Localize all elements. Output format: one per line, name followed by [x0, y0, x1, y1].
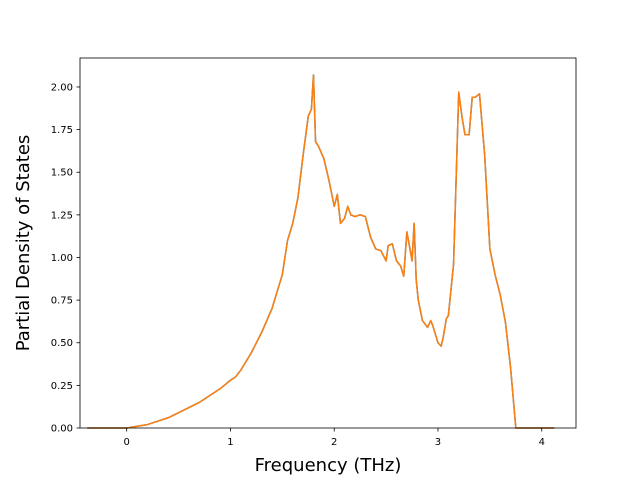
x-tick-label: 1 [227, 437, 233, 448]
y-tick-label: 2.00 [51, 82, 73, 93]
x-tick-label: 4 [539, 437, 545, 448]
y-tick-label: 0.50 [51, 338, 73, 349]
y-tick-label: 1.50 [51, 168, 73, 179]
series-layer [87, 74, 555, 429]
x-axis-ticks: 0 1 2 3 4 [124, 428, 545, 448]
y-tick-label: 1.25 [51, 210, 73, 221]
series-line-2 [87, 74, 555, 429]
x-axis-title: Frequency (THz) [255, 455, 402, 476]
x-tick-label: 0 [124, 437, 130, 448]
x-tick-label: 3 [435, 437, 441, 448]
y-tick-label: 0.00 [51, 424, 73, 435]
y-tick-label: 1.75 [51, 125, 73, 136]
y-axis-title: Partial Density of States [13, 135, 34, 352]
y-tick-label: 0.75 [51, 296, 73, 307]
plot-frame [79, 57, 577, 429]
y-axis-ticks: 0.00 0.25 0.50 0.75 1.00 1.25 1.50 1.75 2.00 [51, 82, 80, 435]
y-tick-label: 0.25 [51, 381, 73, 392]
x-tick-label: 2 [331, 437, 337, 448]
plot-area-background [80, 58, 576, 428]
y-tick-label: 1.00 [51, 253, 73, 264]
